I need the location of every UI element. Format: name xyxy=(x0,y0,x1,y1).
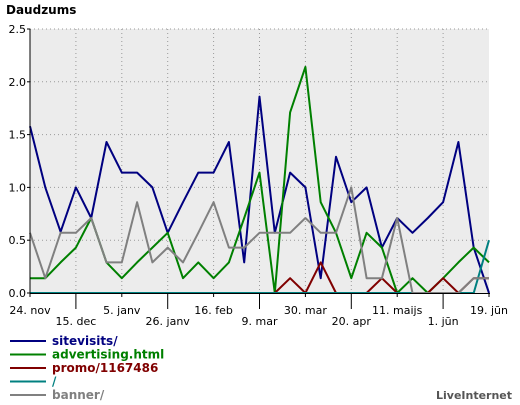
y-tick-label: 1.0 xyxy=(9,181,27,194)
x-tick-label: 30. mar xyxy=(284,304,327,317)
x-tick-label: 20. apr xyxy=(332,315,372,328)
y-tick-label: 2.0 xyxy=(9,76,27,89)
y-tick-label: 2.5 xyxy=(9,23,27,36)
x-tick-label: 5. janv xyxy=(103,304,141,317)
legend-label: / xyxy=(52,375,57,389)
credit-text: LiveInternet xyxy=(436,389,512,402)
x-tick-label: 24. nov xyxy=(9,304,51,317)
y-tick-label: 0.5 xyxy=(9,234,27,247)
legend-label: sitevisits/ xyxy=(52,334,118,348)
y-tick-label: 0.0 xyxy=(9,287,27,300)
legend-label: promo/1167486 xyxy=(52,361,158,375)
legend-label: banner/ xyxy=(52,388,105,402)
x-tick-label: 15. dec xyxy=(56,315,97,328)
x-tick-label: 11. maijs xyxy=(372,304,423,317)
legend-label: advertising.html xyxy=(52,348,164,362)
x-tick-label: 16. feb xyxy=(194,304,233,317)
legend: sitevisits/advertising.htmlpromo/1167486… xyxy=(10,334,164,402)
x-tick-label: 19. jūn xyxy=(470,304,508,317)
chart-title: Daudzums xyxy=(6,3,76,17)
x-tick-label: 1. jūn xyxy=(428,315,459,328)
x-tick-label: 26. janv xyxy=(146,315,191,328)
x-tick-label: 9. mar xyxy=(242,315,278,328)
y-tick-label: 1.5 xyxy=(9,129,27,142)
series-line xyxy=(29,95,490,294)
grid xyxy=(30,28,489,293)
y-axis: 0.0 0.5 1.0 1.5 2.0 2.5 xyxy=(9,23,30,300)
